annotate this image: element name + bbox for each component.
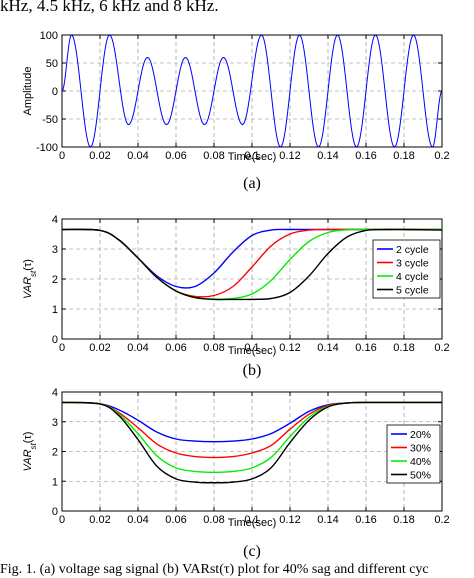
x-tick-label: 0.08 [203,342,224,354]
series-line-50- [62,401,442,484]
x-tick-label: 0.12 [279,342,300,354]
x-tick-label: 0 [59,150,65,162]
x-tick-label: 0.2 [434,150,449,162]
legend-label: 30% [410,443,431,455]
legend-label: 3 cycle [396,258,429,270]
y-tick-label: 4 [52,214,58,226]
x-axis-label: Time(sec) [228,345,276,357]
y-tick-label: 100 [40,30,58,42]
x-tick-label: 0.16 [355,150,376,162]
x-tick-label: 0.02 [89,150,110,162]
chart-panel-b: 0 0.02 0.04 0.06 0.08 0.1 0.12 0.14 0.16 0.18 0.2 0… [22,214,450,379]
x-tick-label: 0.2 [434,342,449,354]
y-tick-label: 0 [52,506,58,518]
x-tick-label: 0.06 [165,514,186,526]
x-tick-label: 0.18 [393,150,414,162]
x-tick-label: 0.1 [244,342,259,354]
legend-label: 2 cycle [396,244,429,256]
series-line-5-cycle [62,228,442,301]
y-axis-label-main: Amplitude [22,67,34,116]
subfigure-label: (c) [243,543,261,560]
bottom-caption: Fig. 1. (a) voltage sag signal (b) VARst… [0,562,429,577]
x-tick-label: 0.02 [89,514,110,526]
y-tick-label: -50 [42,114,58,126]
y-axis-label-sub: st [29,442,38,449]
x-axis-label: Time(sec) [228,151,276,163]
x-tick-label: 0.16 [355,342,376,354]
y-tick-label: 2 [52,447,58,459]
chart-panel-c: 0 0.02 0.04 0.06 0.08 0.1 0.12 0.14 0.16 0.18 0.2 0… [22,387,450,560]
subfigure-label: (a) [243,175,261,192]
x-tick-label: 0.18 [393,342,414,354]
legend-label: 5 cycle [396,285,429,297]
y-axis-label: VARst(τ) [22,432,38,472]
legend-label: 50% [410,470,431,482]
x-tick-label: 0.14 [317,342,338,354]
y-tick-label: 1 [52,304,58,316]
x-tick-label: 0.04 [127,342,148,354]
x-tick-label: 0.12 [279,150,300,162]
x-tick-label: 0.04 [127,150,148,162]
x-tick-label: 0.08 [203,150,224,162]
x-tick-label: 0 [59,514,65,526]
y-axis-label-arg: (τ) [22,259,34,271]
x-tick-label: 0.18 [393,514,414,526]
x-tick-label: 0.06 [165,342,186,354]
x-tick-label: 0.14 [317,150,338,162]
y-tick-label: 50 [46,58,58,70]
x-tick-label: 0.14 [317,514,338,526]
legend-label: 4 cycle [396,271,429,283]
x-tick-label: 0.02 [89,342,110,354]
x-axis-label: Time(sec) [228,517,276,529]
y-tick-label: 0 [52,86,58,98]
x-tick-label: 0.08 [203,514,224,526]
x-tick-label: 0.2 [434,514,449,526]
y-tick-label: 3 [52,244,58,256]
legend-label: 40% [410,456,431,468]
y-tick-label: -100 [36,142,58,154]
x-tick-label: 0.1 [244,514,259,526]
y-axis-label-main: VAR [22,449,34,471]
y-axis-label: VARst(τ) [22,259,38,299]
x-tick-label: 0.06 [165,150,186,162]
y-axis-label: Amplitude [22,67,34,116]
x-tick-label: 0.16 [355,514,376,526]
y-tick-label: 4 [52,387,58,399]
x-tick-label: 0 [59,342,65,354]
subfigure-label: (b) [243,362,262,379]
top-caption: kHz, 4.5 kHz, 6 kHz and 8 kHz. [0,0,219,15]
x-tick-label: 0.04 [127,514,148,526]
y-axis-label-sub: st [29,270,38,277]
legend: 20% 30%40% 50% [386,424,441,484]
series-line-0 [62,35,442,147]
y-tick-label: 0 [52,334,58,346]
y-axis-label-arg: (τ) [22,432,34,444]
y-tick-label: 1 [52,476,58,488]
y-tick-label: 2 [52,274,58,286]
y-axis-label-main: VAR [22,277,34,299]
legend-label: 20% [410,429,431,441]
x-tick-label: 0.1 [244,150,259,162]
chart-panel-a: 0 0.02 0.04 0.06 0.08 0.1 0.12 0.14 0.16 0.18 0.2 -… [22,30,450,192]
x-tick-label: 0.12 [279,514,300,526]
y-tick-label: 3 [52,417,58,429]
